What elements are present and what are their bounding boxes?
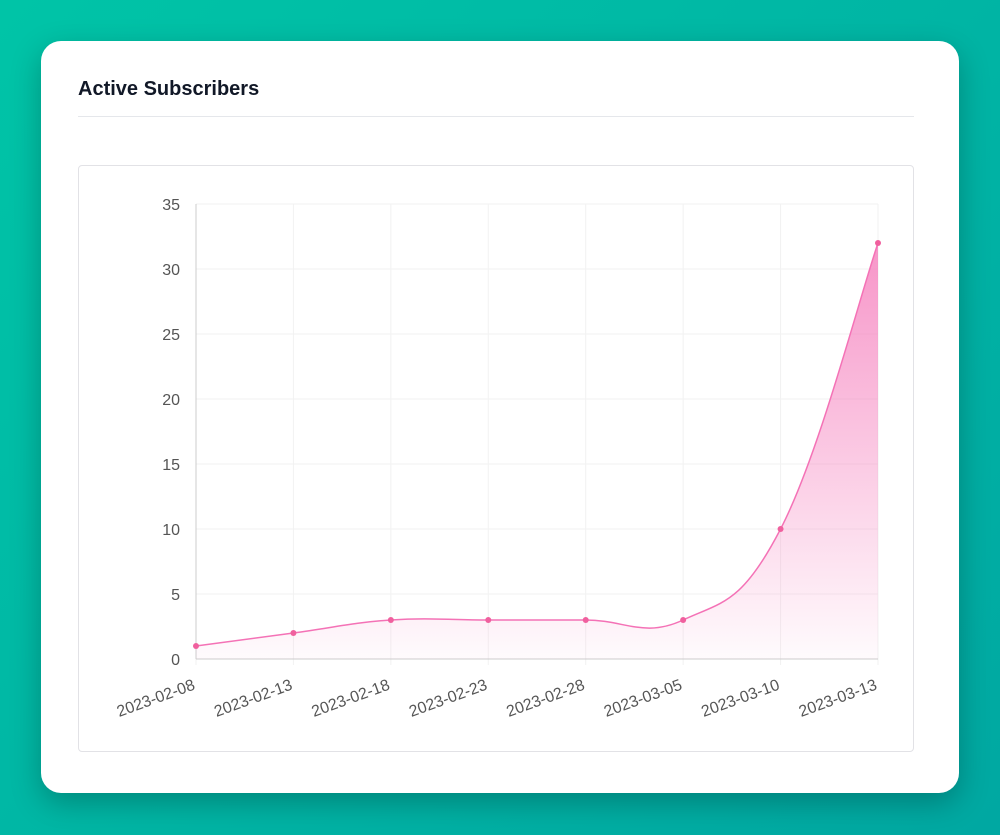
y-tick-label: 10 <box>162 522 180 539</box>
data-point <box>387 617 394 623</box>
x-tick-label: 2023-02-28 <box>504 677 587 721</box>
data-point <box>193 643 199 649</box>
area-fill <box>196 243 878 659</box>
x-tick-label: 2023-02-08 <box>115 677 198 721</box>
x-tick-label: 2023-03-05 <box>602 677 685 721</box>
chart-card: Active Subscribers <box>41 41 959 793</box>
x-tick-label: 2023-02-13 <box>212 677 295 721</box>
divider <box>78 116 914 117</box>
data-point <box>680 617 687 623</box>
data-point <box>582 617 589 623</box>
x-tick-label: 2023-02-23 <box>407 677 490 721</box>
y-tick-label: 25 <box>162 327 180 344</box>
data-point <box>777 526 784 532</box>
chart-container <box>78 165 914 752</box>
y-tick-label: 5 <box>171 587 180 604</box>
y-tick-label: 15 <box>162 457 180 474</box>
y-tick-label: 20 <box>162 392 180 409</box>
card-title: Active Subscribers <box>78 78 260 100</box>
x-tick-label: 2023-02-18 <box>310 677 393 721</box>
data-point <box>290 630 297 636</box>
data-point <box>875 240 881 246</box>
x-tick-label: 2023-03-10 <box>699 677 782 721</box>
y-tick-label: 0 <box>171 652 180 669</box>
x-tick-label: 2023-03-13 <box>797 677 880 721</box>
data-point <box>485 617 492 623</box>
y-tick-label: 30 <box>162 262 180 279</box>
y-tick-label: 35 <box>162 197 180 214</box>
